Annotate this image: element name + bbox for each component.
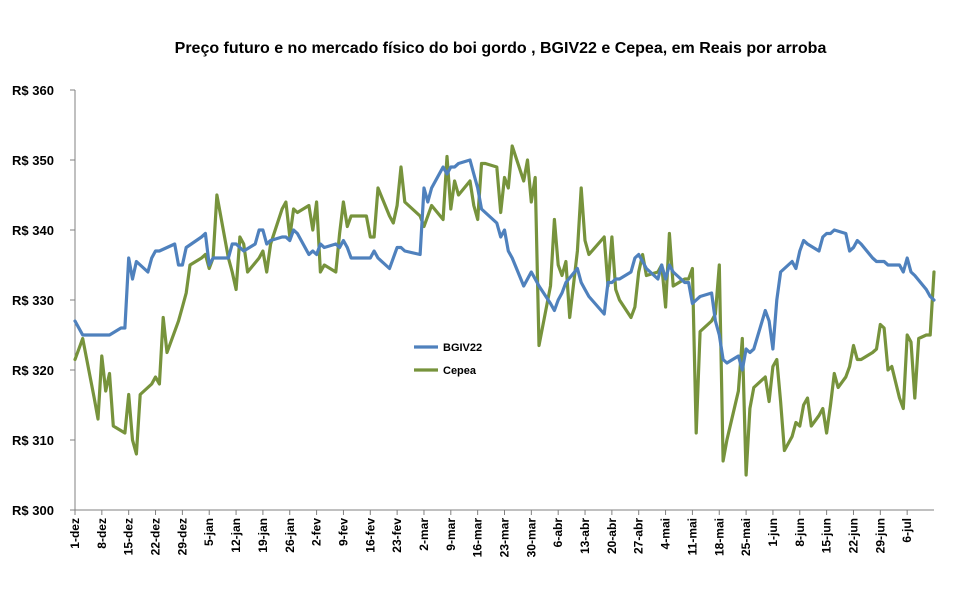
x-tick-label: 29-dez bbox=[175, 518, 189, 555]
y-tick-label: R$ 360 bbox=[12, 83, 54, 98]
x-tick-label: 30-mar bbox=[524, 518, 538, 558]
x-tick-label: 6-jul bbox=[900, 518, 914, 543]
x-tick-label: 22-dez bbox=[149, 518, 163, 555]
x-tick-label: 9-mar bbox=[444, 518, 458, 551]
x-tick-label: 25-mai bbox=[739, 518, 753, 556]
legend-label-cepea: Cepea bbox=[443, 365, 477, 377]
x-tick-label: 18-mai bbox=[712, 518, 726, 556]
x-tick-label: 12-jan bbox=[229, 518, 243, 553]
y-tick-label: R$ 350 bbox=[12, 153, 54, 168]
series-lines bbox=[73, 144, 936, 477]
x-tick-label: 29-jun bbox=[873, 518, 887, 553]
legend-label-bgiv22: BGIV22 bbox=[443, 342, 482, 354]
x-tick-label: 26-jan bbox=[283, 518, 297, 553]
x-tick-label: 23-fev bbox=[390, 518, 404, 553]
x-tick-label: 5-jan bbox=[202, 518, 216, 546]
y-tick-label: R$ 300 bbox=[12, 503, 54, 518]
legend: BGIV22 Cepea bbox=[414, 342, 482, 377]
x-tick-label: 9-fev bbox=[336, 518, 350, 546]
x-tick-label: 23-mar bbox=[498, 518, 512, 558]
x-tick-label: 20-abr bbox=[605, 518, 619, 554]
series-line-cepea bbox=[73, 144, 936, 477]
x-tick-label: 1-dez bbox=[68, 518, 82, 549]
x-tick-label: 4-mai bbox=[659, 518, 673, 549]
x-tick-label: 8-dez bbox=[95, 518, 109, 549]
x-axis: 1-dez 8-dez 15-dez 22-dez 29-dez 5-jan 12-jan 1… bbox=[68, 509, 934, 558]
x-tick-label: 2-mar bbox=[417, 518, 431, 551]
x-tick-label: 27-abr bbox=[632, 518, 646, 554]
x-tick-label: 22-jun bbox=[846, 518, 860, 553]
x-tick-label: 2-fev bbox=[310, 518, 324, 546]
x-tick-label: 1-jun bbox=[766, 518, 780, 547]
x-tick-label: 16-fev bbox=[363, 518, 377, 553]
x-tick-label: 13-abr bbox=[578, 518, 592, 554]
x-tick-label: 16-mar bbox=[471, 518, 485, 558]
x-tick-label: 8-jun bbox=[793, 518, 807, 547]
x-tick-label: 11-mai bbox=[685, 518, 699, 555]
x-tick-label: 6-abr bbox=[551, 518, 565, 548]
y-axis: R$ 300 R$ 310 R$ 320 R$ 330 R$ 340 R$ 350 R$ 3… bbox=[12, 83, 76, 518]
x-tick-label: 15-dez bbox=[122, 518, 136, 555]
y-tick-label: R$ 320 bbox=[12, 363, 54, 378]
series-line-bgiv22 bbox=[73, 158, 936, 372]
y-tick-label: R$ 340 bbox=[12, 223, 54, 238]
x-tick-label: 15-jun bbox=[820, 518, 834, 553]
y-tick-label: R$ 310 bbox=[12, 433, 54, 448]
x-tick-label: 19-jan bbox=[256, 518, 270, 553]
y-tick-label: R$ 330 bbox=[12, 293, 54, 308]
chart-title: Preço futuro e no mercado físico do boi … bbox=[174, 40, 827, 57]
